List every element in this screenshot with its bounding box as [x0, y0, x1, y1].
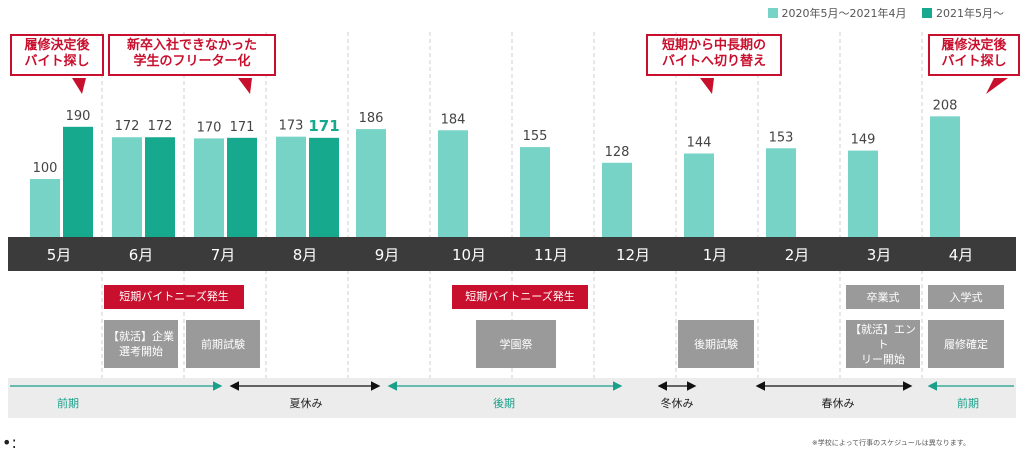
bar-series1-6: [520, 147, 550, 237]
bar-series2-3: [309, 137, 339, 237]
term-first-2: 前期: [957, 397, 979, 410]
data-label: 128: [605, 145, 630, 160]
month-tick-label: 6月: [129, 246, 154, 264]
data-label: 172: [115, 119, 140, 134]
callout-pointer: [700, 78, 714, 94]
data-label: 170: [197, 120, 222, 135]
bar-series2-2: [227, 137, 257, 237]
month-tick-label: 4月: [949, 246, 974, 264]
data-label: 100: [33, 161, 58, 176]
legend-item-2021: 2021年5月〜: [922, 7, 1004, 20]
legend-item-2020: 2020年5月〜2021年4月: [767, 7, 907, 20]
legend-swatch-icon: [922, 8, 932, 18]
event-school-festival: 学園祭: [476, 320, 556, 368]
term-summer-break: 夏休み: [289, 397, 323, 410]
event-second-term-exam: 後期試験: [678, 320, 754, 368]
month-tick-label: 11月: [534, 246, 568, 264]
callout-course-decided-1: 履修決定後 バイト探し: [10, 34, 104, 76]
data-label: 171: [308, 117, 339, 135]
data-label: 172: [148, 119, 173, 134]
term-first-1: 前期: [57, 397, 79, 410]
bar-series1-4: [356, 129, 386, 237]
event-job-selection-start: 【就活】企業 選考開始: [104, 320, 178, 368]
callout-course-decided-2: 履修決定後 バイト探し: [928, 34, 1020, 76]
data-label: 186: [359, 111, 384, 126]
bar-series1-8: [684, 153, 714, 237]
bar-series1-11: [930, 116, 960, 237]
event-short-term-need-1: 短期バイトニーズ発生: [104, 285, 244, 309]
callout-freeter: 新卒入社できなかった 学生のフリーター化: [108, 34, 276, 76]
bar-series1-2: [194, 138, 224, 237]
bar-series2-1: [145, 137, 175, 237]
callout-pointer: [72, 78, 86, 94]
event-course-confirmed: 履修確定: [928, 320, 1004, 368]
term-second: 後期: [493, 397, 515, 410]
chart-legend: 2020年5月〜2021年4月 2021年5月〜: [756, 5, 1004, 21]
event-first-term-exam: 前期試験: [186, 320, 260, 368]
month-tick-label: 8月: [293, 246, 318, 264]
legend-label: 2020年5月〜2021年4月: [781, 7, 907, 20]
term-winter-break: 冬休み: [660, 397, 694, 410]
bar-series1-10: [848, 150, 878, 237]
month-tick-label: 3月: [867, 246, 892, 264]
data-label: 190: [66, 109, 91, 124]
month-tick-label: 5月: [47, 246, 72, 264]
month-tick-label: 9月: [375, 246, 400, 264]
data-label: 153: [769, 130, 794, 145]
term-spring-break: 春休み: [821, 397, 855, 410]
month-band: [8, 237, 1016, 271]
month-tick-label: 12月: [616, 246, 650, 264]
data-label: 184: [441, 112, 466, 127]
month-tick-label: 7月: [211, 246, 236, 264]
data-label: 149: [851, 133, 876, 148]
callout-pointer: [986, 78, 1008, 94]
bar-series1-3: [276, 136, 306, 237]
event-entry-start: 【就活】エント リー開始: [846, 320, 920, 368]
callout-pointer: [238, 78, 252, 94]
legend-label: 2021年5月〜: [936, 7, 1004, 20]
legend-swatch-icon: [767, 8, 778, 18]
month-tick-label: 2月: [785, 246, 810, 264]
stray-bullet: •:: [2, 433, 17, 452]
event-graduation: 卒業式: [846, 285, 920, 309]
data-label: 208: [933, 98, 958, 113]
event-entrance-ceremony: 入学式: [928, 285, 1004, 309]
month-tick-label: 1月: [703, 246, 728, 264]
bar-series1-7: [602, 162, 632, 237]
data-label: 173: [279, 119, 304, 134]
data-label: 171: [230, 120, 255, 135]
bar-series1-1: [112, 137, 142, 237]
event-short-term-need-2: 短期バイトニーズ発生: [452, 285, 588, 309]
bar-series1-0: [30, 179, 60, 237]
footnote: ※学校によって行事のスケジュールは異なります。: [811, 439, 970, 447]
bar-series1-5: [438, 130, 468, 237]
bar-series1-9: [766, 148, 796, 237]
data-label: 144: [687, 135, 712, 150]
month-tick-label: 10月: [452, 246, 486, 264]
bar-series2-0: [63, 126, 93, 237]
data-label: 155: [523, 129, 548, 144]
callout-switch-to-long: 短期から中長期の バイトへ切り替え: [646, 34, 782, 76]
